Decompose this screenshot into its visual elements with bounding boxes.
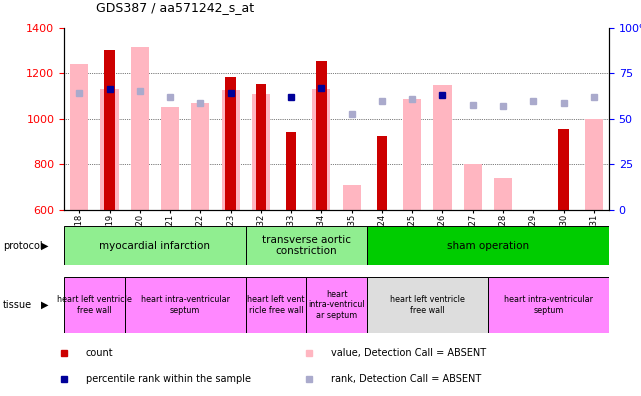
Bar	[252, 94, 270, 210]
Text: heart intra-ventricular
septum: heart intra-ventricular septum	[504, 295, 593, 314]
Text: rank, Detection Call = ABSENT: rank, Detection Call = ABSENT	[331, 374, 481, 384]
Bar	[70, 64, 88, 210]
Text: ▶: ▶	[40, 240, 48, 251]
Bar	[463, 164, 482, 210]
Bar	[312, 89, 331, 210]
Text: percentile rank within the sample: percentile rank within the sample	[86, 374, 251, 384]
Bar	[131, 47, 149, 210]
Text: heart
intra-ventricul
ar septum: heart intra-ventricul ar septum	[308, 290, 365, 320]
Bar	[488, 277, 609, 333]
Text: protocol: protocol	[3, 240, 43, 251]
Bar	[222, 90, 240, 210]
Bar	[377, 136, 387, 210]
Text: ▶: ▶	[40, 300, 48, 310]
Bar	[161, 107, 179, 210]
Bar	[246, 277, 306, 333]
Bar	[342, 185, 361, 210]
Bar	[246, 226, 367, 265]
Bar	[558, 129, 569, 210]
Text: GDS387 / aa571242_s_at: GDS387 / aa571242_s_at	[96, 1, 254, 14]
Text: sham operation: sham operation	[447, 240, 529, 251]
Bar	[64, 226, 246, 265]
Bar	[367, 226, 609, 265]
Bar	[256, 84, 266, 210]
Bar	[286, 132, 296, 210]
Bar	[306, 277, 367, 333]
Bar	[367, 277, 488, 333]
Bar	[225, 77, 236, 210]
Text: heart left ventricle
free wall: heart left ventricle free wall	[57, 295, 132, 314]
Bar	[433, 85, 451, 210]
Bar	[403, 99, 421, 210]
Text: heart intra-ventricular
septum: heart intra-ventricular septum	[140, 295, 229, 314]
Bar	[316, 61, 327, 210]
Text: value, Detection Call = ABSENT: value, Detection Call = ABSENT	[331, 348, 487, 358]
Bar	[101, 89, 119, 210]
Text: tissue: tissue	[3, 300, 32, 310]
Bar	[191, 103, 210, 210]
Text: myocardial infarction: myocardial infarction	[99, 240, 210, 251]
Bar	[124, 277, 246, 333]
Bar	[494, 178, 512, 210]
Bar	[64, 277, 124, 333]
Text: transverse aortic
constriction: transverse aortic constriction	[262, 235, 351, 256]
Text: heart left vent
ricle free wall: heart left vent ricle free wall	[247, 295, 304, 314]
Text: heart left ventricle
free wall: heart left ventricle free wall	[390, 295, 465, 314]
Bar	[104, 50, 115, 210]
Bar	[585, 119, 603, 210]
Text: count: count	[86, 348, 113, 358]
